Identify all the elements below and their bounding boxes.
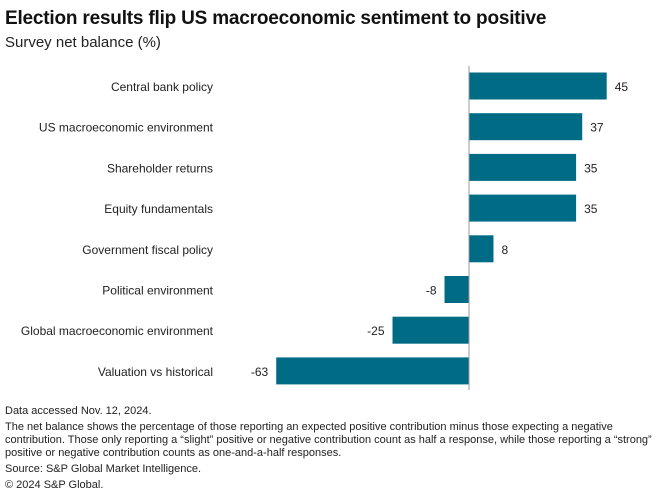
chart-notes: Data accessed Nov. 12, 2024. The net bal… (5, 405, 655, 495)
bar (276, 357, 469, 385)
bar (469, 194, 577, 222)
copyright-note: © 2024 S&P Global. (5, 479, 104, 491)
source-note: Source: S&P Global Market Intelligence. (5, 463, 202, 475)
value-label: 8 (501, 243, 508, 257)
category-label: Valuation vs historical (98, 365, 213, 379)
category-label: Shareholder returns (107, 161, 213, 175)
category-label: US macroeconomic environment (39, 121, 214, 135)
definition-note: The net balance shows the percentage of … (5, 421, 652, 459)
category-label: Global macroeconomic environment (21, 324, 214, 338)
chart-subtitle: Survey net balance (%) (5, 34, 161, 51)
bar (392, 316, 469, 344)
bar (469, 113, 583, 141)
category-label: Central bank policy (111, 80, 213, 94)
category-label: Equity fundamentals (104, 202, 213, 216)
bar-chart: 45 Central bank policy 37 US macroeconomic … (21, 66, 629, 390)
value-label: -63 (251, 365, 269, 379)
data-accessed-note: Data accessed Nov. 12, 2024. (5, 405, 152, 417)
bar (444, 276, 469, 303)
bar (469, 235, 494, 263)
bar (469, 72, 607, 100)
value-label: -25 (367, 324, 385, 338)
value-label: 45 (615, 80, 629, 94)
value-label: 37 (590, 121, 604, 135)
chart-title: Election results flip US macroeconomic s… (5, 8, 547, 29)
category-label: Political environment (102, 284, 213, 298)
category-label: Government fiscal policy (82, 243, 213, 257)
value-label: 35 (584, 202, 598, 216)
value-label: -8 (426, 284, 437, 298)
bar (469, 153, 577, 181)
value-label: 35 (584, 161, 598, 175)
